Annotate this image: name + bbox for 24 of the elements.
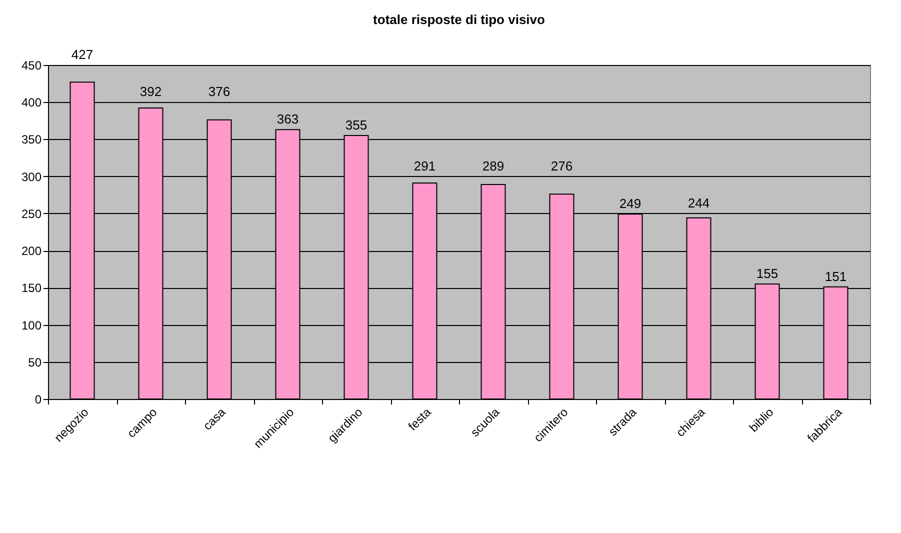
data-label: 376 — [208, 84, 230, 100]
data-label: 289 — [482, 158, 504, 174]
y-tick-label: 100 — [21, 318, 42, 332]
y-tick-label: 250 — [21, 206, 42, 221]
chart-title: totale risposte di tipo visivo — [373, 12, 546, 27]
y-tick-label: 350 — [21, 132, 42, 147]
data-label: 291 — [414, 158, 436, 174]
y-tick-label: 400 — [21, 96, 42, 110]
data-label: 276 — [550, 158, 573, 174]
data-label: 244 — [688, 195, 710, 210]
y-tick-label: 200 — [21, 244, 42, 258]
y-tick-label: 0 — [34, 392, 42, 406]
y-tick-label: 150 — [21, 281, 42, 296]
y-tick-label: 50 — [28, 355, 42, 370]
y-tick-label: 300 — [21, 170, 42, 184]
x-tick-label: casa — [200, 404, 228, 433]
data-label: 427 — [71, 47, 94, 62]
data-label: 151 — [824, 268, 847, 284]
y-tick-label: 450 — [21, 58, 42, 72]
data-label: 155 — [756, 266, 778, 281]
data-label: 392 — [140, 84, 162, 100]
data-label: 355 — [345, 118, 368, 133]
data-label: 249 — [619, 196, 642, 212]
data-label: 363 — [276, 112, 299, 127]
